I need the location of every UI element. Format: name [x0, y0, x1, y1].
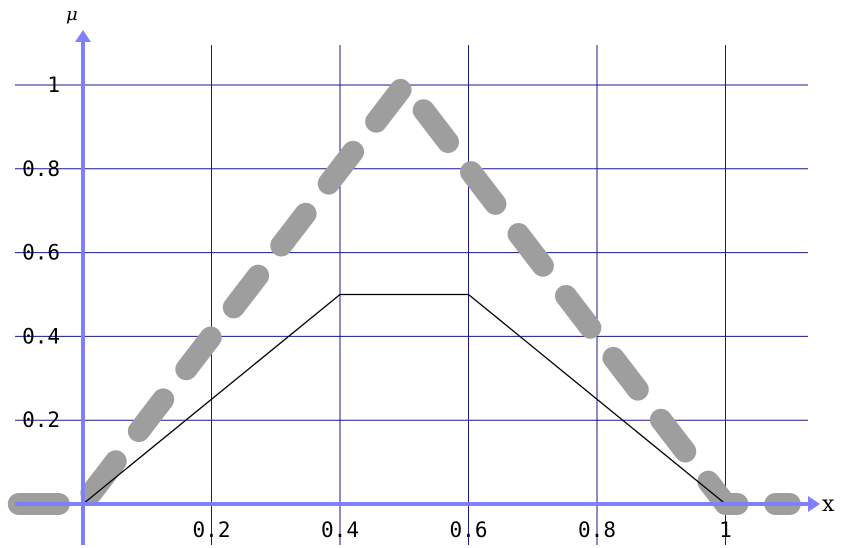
x-axis-label: x: [822, 492, 835, 517]
x-tick-label: 0.2: [193, 518, 231, 542]
series-line-solid: [18, 293, 790, 505]
axes: [15, 30, 820, 545]
y-tick-labels: 0.2 0.4 0.6 0.8 1: [22, 73, 60, 432]
x-tick-label: 0.6: [450, 518, 488, 542]
y-tick-label: 0.8: [22, 157, 60, 181]
x-axis-arrow: [808, 496, 820, 512]
y-axis-label: μ: [66, 4, 78, 25]
x-tick-label: 1: [719, 518, 732, 542]
y-tick-label: 1: [47, 73, 60, 97]
y-axis-arrow: [75, 30, 91, 42]
y-tick-label: 0.2: [22, 408, 60, 432]
x-tick-labels: 0.2 0.4 0.6 0.8 1: [193, 518, 732, 542]
series: [7, 74, 801, 515]
y-tick-label: 0.4: [22, 324, 60, 348]
x-tick-label: 0.4: [321, 518, 359, 542]
y-tick-label: 0.6: [22, 241, 60, 265]
x-tick-label: 0.8: [578, 518, 616, 542]
